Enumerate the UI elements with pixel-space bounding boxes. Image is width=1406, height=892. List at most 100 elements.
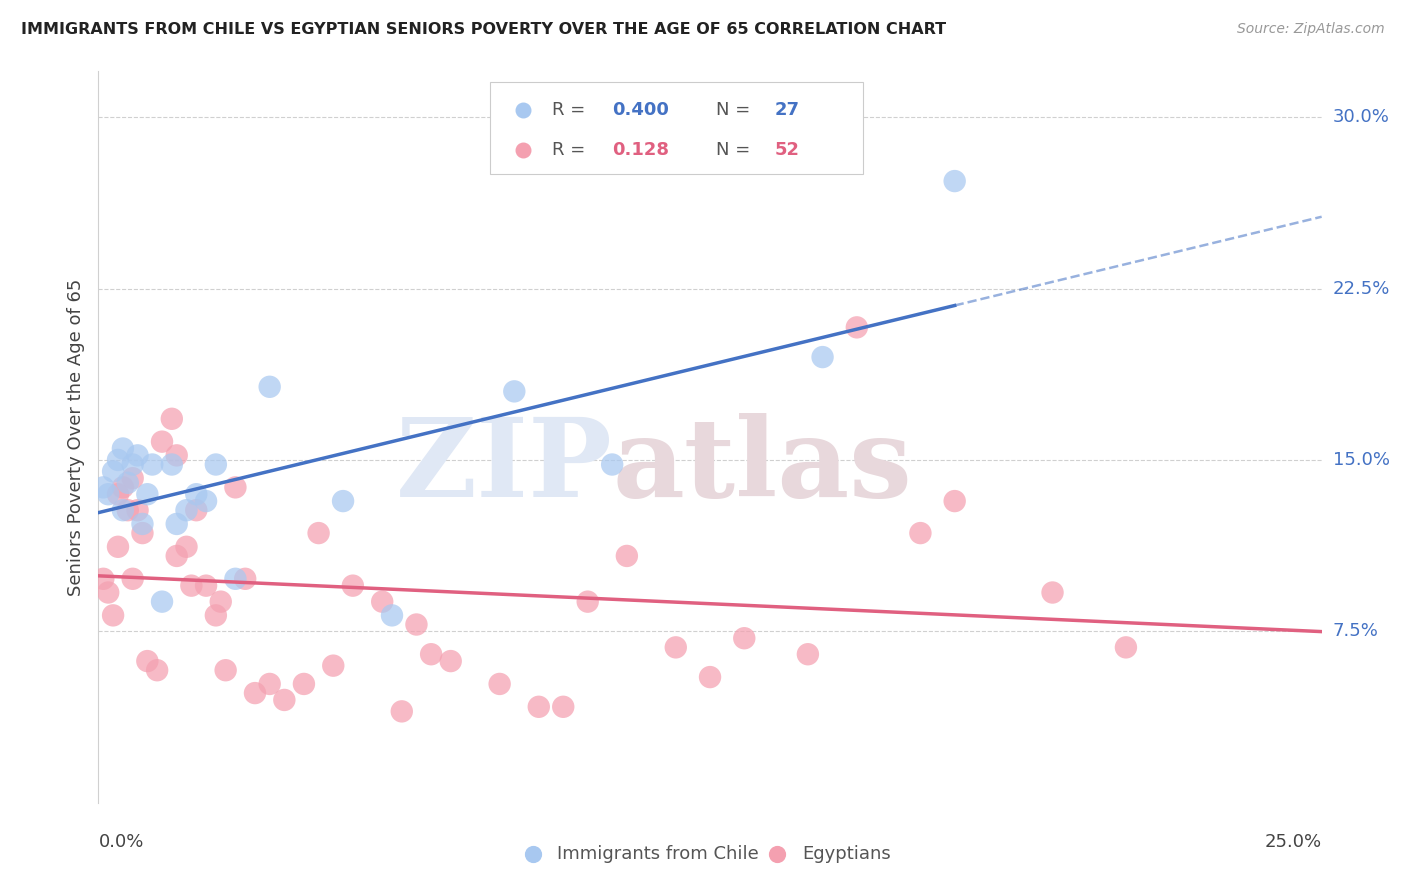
Point <box>205 608 228 623</box>
Point <box>1115 640 1137 655</box>
Point <box>107 487 129 501</box>
Point <box>176 540 198 554</box>
Point <box>107 540 129 554</box>
Point <box>127 449 149 463</box>
Point <box>259 677 281 691</box>
Text: N =: N = <box>716 101 756 120</box>
Point <box>616 549 638 563</box>
Point <box>797 647 820 661</box>
Point <box>117 503 139 517</box>
Point <box>121 572 143 586</box>
Point <box>97 585 120 599</box>
Text: 7.5%: 7.5% <box>1333 623 1379 640</box>
Point <box>233 572 256 586</box>
Y-axis label: Seniors Poverty Over the Age of 65: Seniors Poverty Over the Age of 65 <box>66 278 84 596</box>
Text: IMMIGRANTS FROM CHILE VS EGYPTIAN SENIORS POVERTY OVER THE AGE OF 65 CORRELATION: IMMIGRANTS FROM CHILE VS EGYPTIAN SENIOR… <box>21 22 946 37</box>
Point <box>224 572 246 586</box>
Point <box>243 686 266 700</box>
Text: 22.5%: 22.5% <box>1333 279 1391 298</box>
Point <box>405 617 427 632</box>
Point <box>322 658 344 673</box>
Point <box>141 458 163 472</box>
Point <box>180 579 202 593</box>
Text: 0.0%: 0.0% <box>98 833 143 851</box>
Point <box>371 594 394 608</box>
Point <box>186 487 208 501</box>
Point <box>131 516 153 531</box>
Text: ZIP: ZIP <box>395 413 612 520</box>
Point <box>121 471 143 485</box>
Point <box>150 434 173 449</box>
Point <box>176 503 198 517</box>
Point <box>600 458 623 472</box>
Point <box>127 503 149 517</box>
Point <box>910 526 932 541</box>
Point <box>259 380 281 394</box>
Text: 25.0%: 25.0% <box>1264 833 1322 851</box>
Point <box>224 480 246 494</box>
Point <box>943 494 966 508</box>
Text: N =: N = <box>716 141 756 159</box>
Point <box>150 594 173 608</box>
Point <box>527 699 550 714</box>
Point <box>1042 585 1064 599</box>
Text: atlas: atlas <box>612 413 912 520</box>
Text: 0.128: 0.128 <box>612 141 669 159</box>
Point <box>101 608 124 623</box>
Point <box>292 677 315 691</box>
Point <box>91 572 114 586</box>
Point <box>111 442 134 456</box>
Point <box>160 458 183 472</box>
Point <box>195 494 218 508</box>
Text: R =: R = <box>553 101 592 120</box>
Point <box>205 458 228 472</box>
Point <box>136 487 159 501</box>
Point <box>733 632 755 646</box>
Text: Immigrants from Chile: Immigrants from Chile <box>557 845 759 863</box>
Point <box>503 384 526 399</box>
Text: Source: ZipAtlas.com: Source: ZipAtlas.com <box>1237 22 1385 37</box>
Point <box>440 654 463 668</box>
Point <box>214 663 236 677</box>
Point <box>273 693 295 707</box>
Point <box>111 503 134 517</box>
Point <box>209 594 232 608</box>
Point <box>160 412 183 426</box>
Point <box>553 699 575 714</box>
Point <box>576 594 599 608</box>
Point <box>332 494 354 508</box>
Point <box>166 549 188 563</box>
Text: 27: 27 <box>775 101 800 120</box>
Point <box>121 458 143 472</box>
Point <box>117 475 139 490</box>
Point <box>186 503 208 517</box>
Point <box>166 516 188 531</box>
Text: 15.0%: 15.0% <box>1333 451 1389 469</box>
Point <box>391 705 413 719</box>
Text: 52: 52 <box>775 141 800 159</box>
Text: 0.400: 0.400 <box>612 101 669 120</box>
Point <box>665 640 688 655</box>
Point <box>136 654 159 668</box>
Text: 30.0%: 30.0% <box>1333 108 1389 126</box>
Point <box>699 670 721 684</box>
Point <box>943 174 966 188</box>
Text: R =: R = <box>553 141 598 159</box>
Point <box>101 464 124 478</box>
Point <box>811 350 834 364</box>
Point <box>166 449 188 463</box>
Point <box>308 526 330 541</box>
Point <box>845 320 868 334</box>
Point <box>420 647 443 661</box>
Point <box>146 663 169 677</box>
Point <box>488 677 510 691</box>
Text: Egyptians: Egyptians <box>801 845 890 863</box>
Point <box>195 579 218 593</box>
Point <box>131 526 153 541</box>
Point <box>107 453 129 467</box>
Point <box>111 480 134 494</box>
Point <box>97 487 120 501</box>
Point <box>381 608 404 623</box>
Point <box>342 579 364 593</box>
Point <box>91 480 114 494</box>
